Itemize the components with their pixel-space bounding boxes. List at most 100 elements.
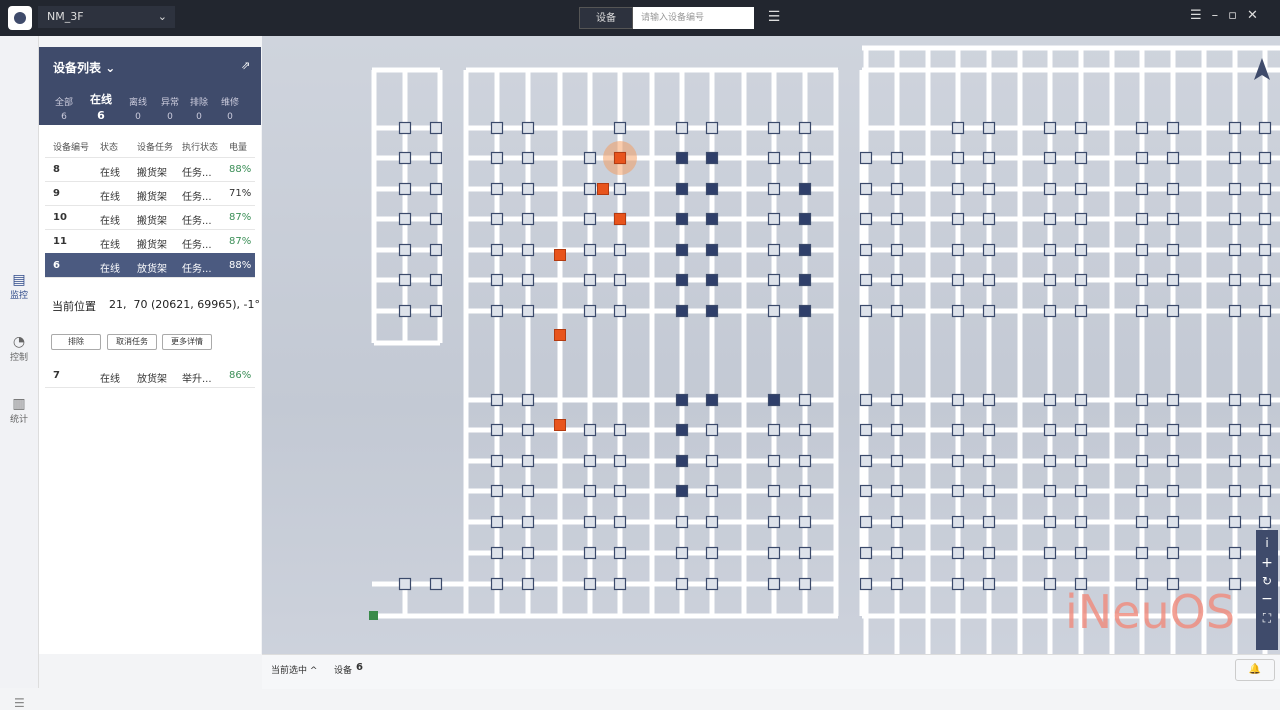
list-button[interactable]: ☰ — [767, 9, 781, 25]
station — [583, 151, 597, 165]
status-tab[interactable]: 在线 6 — [81, 91, 121, 122]
station — [521, 182, 535, 196]
station — [1166, 546, 1180, 560]
station — [1043, 515, 1057, 529]
station — [429, 243, 443, 257]
station — [859, 393, 873, 407]
panel-title[interactable]: 设备列表 ⌄ — [53, 61, 116, 75]
device-row[interactable]: 8 在线 搬货架 任务... 88% — [45, 157, 255, 182]
cell: 71% — [229, 188, 252, 199]
cell: 任务... — [182, 192, 212, 203]
station — [767, 546, 781, 560]
status-tab[interactable]: 维修 0 — [210, 95, 250, 122]
button[interactable]: 取消任务 — [107, 334, 157, 350]
station — [1258, 515, 1272, 529]
shelf — [705, 304, 719, 318]
station — [951, 304, 965, 318]
station — [767, 515, 781, 529]
station — [583, 182, 597, 196]
svg-text:⛶: ⛶ — [1262, 611, 1272, 625]
ui-element: ▥ — [12, 396, 26, 412]
station — [429, 151, 443, 165]
station — [1258, 121, 1272, 135]
station — [982, 212, 996, 226]
device-row[interactable]: 9 在线 搬货架 任务... 71% — [45, 181, 255, 206]
cell: 6 — [53, 260, 60, 271]
station — [1043, 393, 1057, 407]
station — [982, 243, 996, 257]
svg-text:−: − — [1261, 591, 1273, 607]
tool-icons[interactable]: i — [1265, 536, 1268, 550]
station — [798, 484, 812, 498]
station — [767, 577, 781, 591]
station — [798, 515, 812, 529]
map-tools[interactable] — [1256, 530, 1278, 650]
station — [1166, 151, 1180, 165]
cell: 任务... — [182, 264, 212, 275]
ui-element: 全部 — [54, 98, 73, 108]
search-input[interactable]: 请输入设备编号 — [633, 7, 754, 29]
station — [951, 121, 965, 135]
station — [429, 212, 443, 226]
device-row[interactable]: 10 在线 搬货架 任务... 87% — [45, 205, 255, 230]
station — [1074, 546, 1088, 560]
station — [767, 212, 781, 226]
station — [798, 454, 812, 468]
button[interactable]: 排除 — [51, 334, 101, 350]
station — [521, 273, 535, 287]
shelf — [675, 454, 689, 468]
status-tab[interactable]: 离线 0 — [118, 95, 158, 122]
window-controls[interactable]: ☰–▫✕ — [1190, 8, 1268, 23]
station — [490, 121, 504, 135]
station — [583, 515, 597, 529]
station — [1228, 423, 1242, 437]
ui-element: 异常 — [160, 98, 179, 108]
cell: 10 — [53, 212, 67, 223]
column-header: 设备编号 — [53, 143, 90, 153]
station — [490, 243, 504, 257]
robot — [597, 183, 609, 195]
station — [859, 515, 873, 529]
nav-item[interactable]: ◔ 控制 — [0, 334, 38, 363]
search-type[interactable]: 设备 — [579, 7, 633, 29]
device-row[interactable]: 11 在线 搬货架 任务... 87% — [45, 229, 255, 254]
device-row[interactable]: 7 在线 放货架 举升... 86% — [45, 363, 255, 388]
station — [767, 484, 781, 498]
station — [1228, 273, 1242, 287]
status-tab[interactable]: 全部 6 — [44, 95, 84, 122]
button[interactable]: 更多详情 — [162, 334, 212, 350]
station — [1228, 484, 1242, 498]
cell: 任务... — [182, 168, 212, 179]
station — [890, 212, 904, 226]
station — [1074, 577, 1088, 591]
nav-item[interactable]: ▥ 统计 — [0, 396, 38, 425]
station — [890, 304, 904, 318]
collapse[interactable]: ☰ — [14, 696, 25, 710]
alarm[interactable]: 🔔 — [1235, 659, 1275, 681]
station — [1166, 454, 1180, 468]
station — [1228, 182, 1242, 196]
ui-element: 离线 — [128, 98, 147, 108]
nav-item[interactable]: ▤ 监控 — [0, 272, 38, 301]
station — [1166, 182, 1180, 196]
station — [521, 151, 535, 165]
project-select[interactable]: NM_3F ⌄ — [38, 6, 175, 28]
cell: 在线 — [100, 374, 120, 385]
station — [1135, 577, 1149, 591]
selected-label[interactable]: 当前选中 ^ — [271, 666, 318, 676]
station — [490, 151, 504, 165]
ui-element: ⌄ — [157, 10, 167, 23]
station — [1166, 243, 1180, 257]
shelf — [675, 273, 689, 287]
station — [1166, 212, 1180, 226]
station — [1228, 393, 1242, 407]
device-row[interactable]: 6 在线 放货架 任务... 88% — [45, 253, 255, 278]
status-tab[interactable]: 排除 0 — [179, 95, 219, 122]
station — [951, 182, 965, 196]
shelf — [767, 393, 781, 407]
export[interactable]: ⇗ — [241, 59, 251, 72]
column-header: 执行状态 — [182, 143, 219, 153]
station — [1135, 121, 1149, 135]
map: iNeuOS i + ↻ − ⛶ — [262, 36, 1280, 654]
status-tab[interactable]: 异常 0 — [150, 95, 190, 122]
